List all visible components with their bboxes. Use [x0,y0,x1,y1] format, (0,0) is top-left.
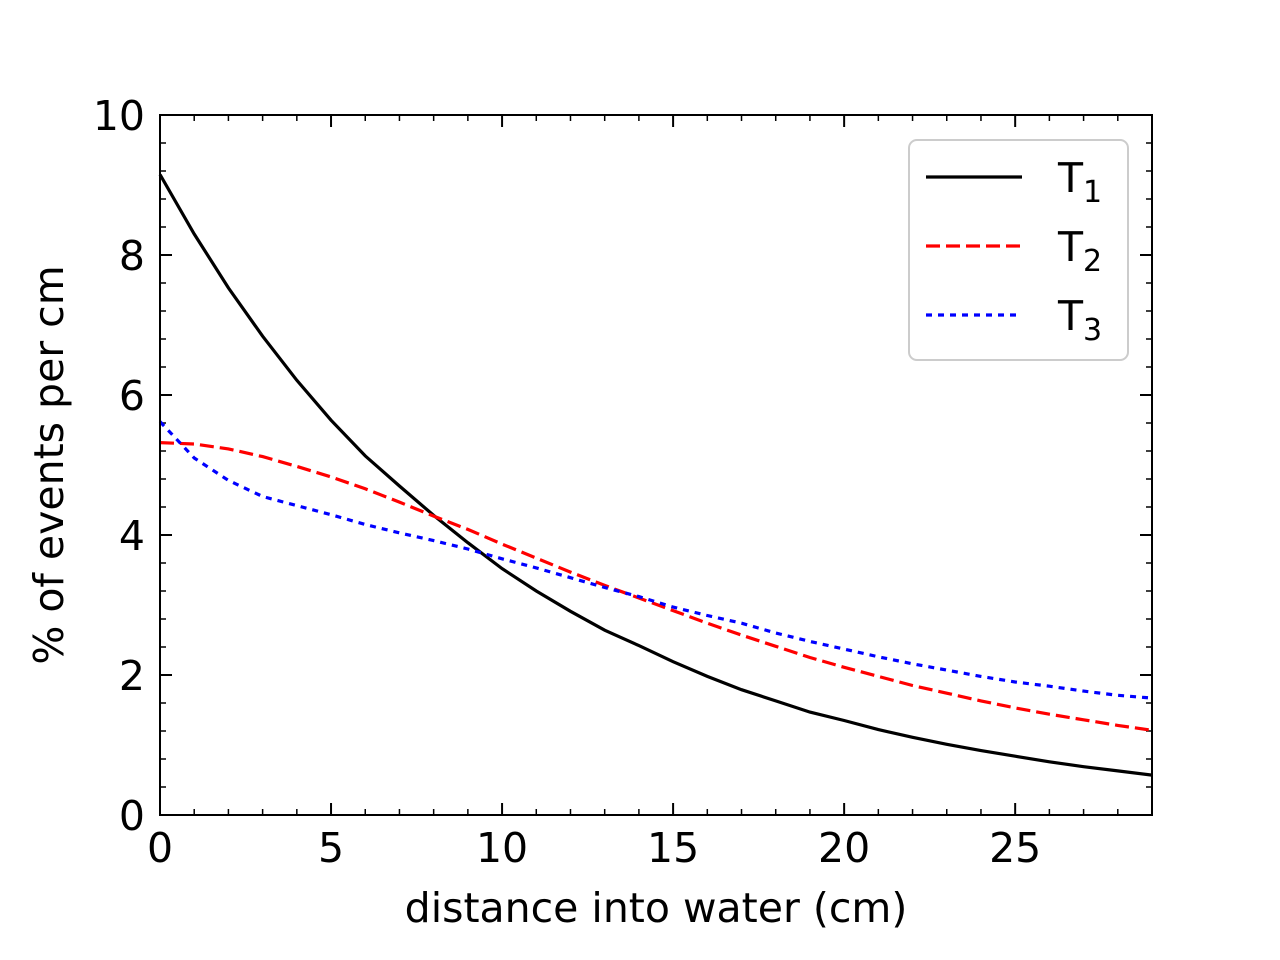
series-t2 [159,441,1153,732]
legend-label-main: T [1057,292,1084,340]
legend-label: T1 [1057,154,1102,210]
y-tick-label: 0 [119,792,145,840]
x-tick-label: 25 [989,824,1041,872]
series-t3 [158,420,1153,700]
y-tick-label: 6 [119,372,145,420]
legend-box [908,139,1129,361]
series-t1 [158,173,1153,777]
x-tick-label: 10 [476,824,528,872]
series-layer [158,173,1153,777]
y-tick-label: 10 [93,92,145,140]
plot-frame [159,114,1153,816]
legend-label-main: T [1057,223,1084,271]
series-line [159,441,1153,732]
legend-label-subscript: 2 [1083,244,1102,279]
x-tick-label: 0 [147,824,173,872]
series-line [158,420,1153,700]
legend-label-subscript: 3 [1083,313,1102,348]
y-tick-label: 8 [119,232,145,280]
y-tick-label: 2 [119,652,145,700]
legend-label-subscript: 1 [1083,175,1102,210]
tick-labels: 0 5 10 15 20 25 0 2 4 6 8 10 [93,92,1041,872]
legend-label: T2 [1057,223,1102,279]
x-tick-label: 5 [318,824,344,872]
x-axis-label: distance into water (cm) [405,884,908,932]
x-tick-label: 20 [818,824,870,872]
y-axis-label: % of events per cm [25,265,73,664]
legend-label: T3 [1057,292,1102,348]
x-tick-label: 15 [647,824,699,872]
y-tick-label: 4 [119,512,145,560]
series-line [158,173,1153,777]
legend-label-main: T [1057,154,1084,202]
